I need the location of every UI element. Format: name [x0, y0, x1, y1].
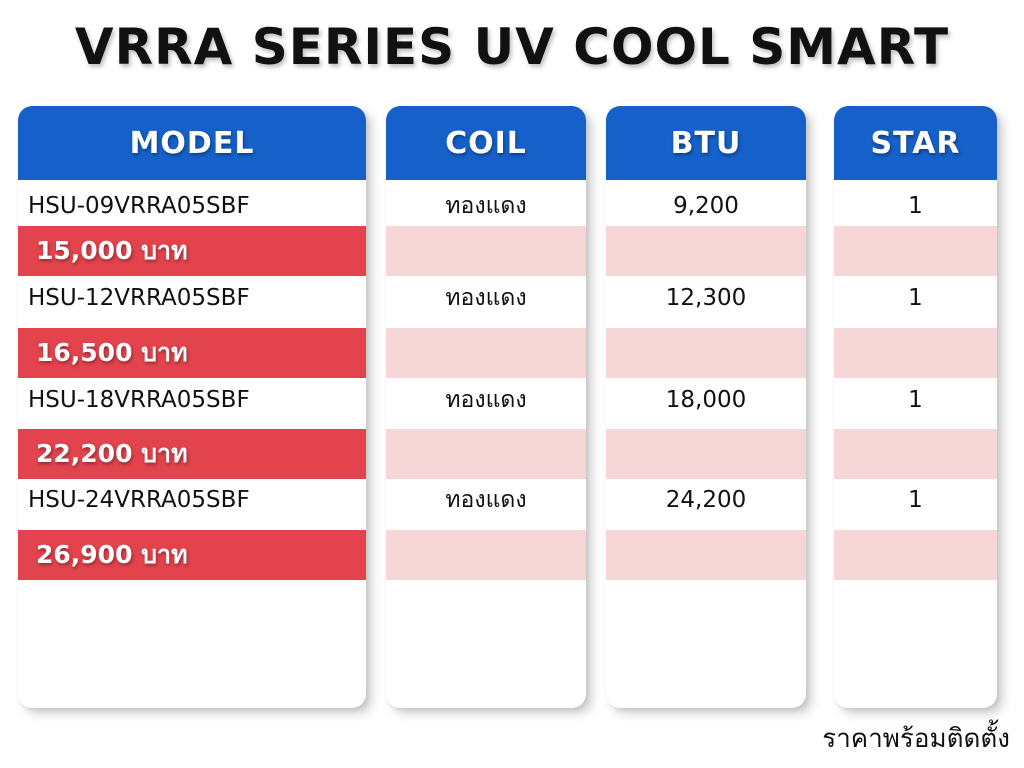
price-row-spacer — [834, 226, 997, 276]
btu-cell: 12,300 — [665, 285, 747, 311]
price-row-spacer — [606, 328, 806, 378]
model-cell: HSU-24VRRA05SBF — [28, 487, 250, 513]
coil-header: COIL — [386, 106, 586, 180]
star-cell: 1 — [908, 285, 923, 311]
coil-cell: ทองแดง — [445, 193, 527, 219]
btu-cell: 18,000 — [665, 387, 747, 413]
price-text: 15,000 บาท — [36, 236, 188, 265]
price-row-spacer — [606, 429, 806, 479]
star-header: STAR — [834, 106, 997, 180]
btu-header: BTU — [606, 106, 806, 180]
coil-cell: ทองแดง — [445, 487, 527, 513]
model-cell: HSU-18VRRA05SBF — [28, 387, 250, 413]
star-cell: 1 — [908, 487, 923, 513]
price-row-spacer — [834, 328, 997, 378]
price-row: 15,000 บาท — [18, 226, 366, 276]
price-text: 16,500 บาท — [36, 338, 188, 367]
btu-cell: 24,200 — [665, 487, 747, 513]
star-cell: 1 — [908, 387, 923, 413]
price-row-spacer — [386, 530, 586, 580]
model-cell: HSU-09VRRA05SBF — [28, 193, 250, 219]
price-row: 16,500 บาท — [18, 328, 366, 378]
star-column: STAR 1 1 1 1 — [834, 106, 997, 708]
coil-cell: ทองแดง — [445, 285, 527, 311]
price-row: 22,200 บาท — [18, 429, 366, 479]
page-title: VRRA SERIES UV COOL SMART — [74, 18, 950, 76]
model-cell: HSU-12VRRA05SBF — [28, 285, 250, 311]
price-text: 26,900 บาท — [36, 540, 188, 569]
btu-cell: 9,200 — [673, 193, 739, 219]
coil-cell: ทองแดง — [445, 387, 527, 413]
price-row-spacer — [606, 226, 806, 276]
price-row-spacer — [834, 530, 997, 580]
model-header: MODEL — [18, 106, 366, 180]
price-row-spacer — [386, 328, 586, 378]
price-text: 22,200 บาท — [36, 439, 188, 468]
model-column: MODEL HSU-09VRRA05SBF 15,000 บาท HSU-12V… — [18, 106, 366, 708]
price-row-spacer — [606, 530, 806, 580]
price-row: 26,900 บาท — [18, 530, 366, 580]
price-row-spacer — [386, 429, 586, 479]
btu-column: BTU 9,200 12,300 18,000 24,200 — [606, 106, 806, 708]
price-row-spacer — [386, 226, 586, 276]
price-row-spacer — [834, 429, 997, 479]
footer-note: ราคาพร้อมติดตั้ง — [822, 724, 1010, 754]
coil-column: COIL ทองแดง ทองแดง ทองแดง ทองแดง — [386, 106, 586, 708]
star-cell: 1 — [908, 193, 923, 219]
